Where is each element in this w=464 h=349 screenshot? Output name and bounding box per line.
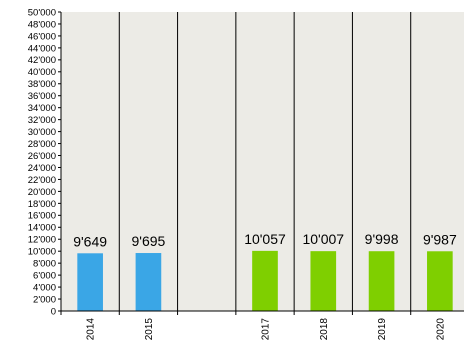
column-separators [118,12,412,311]
bar-2017 [252,250,278,311]
y-tick-label: 34'000 [28,103,56,114]
y-tick-label: 28'000 [28,139,56,150]
y-tick-label: 4'000 [33,282,56,293]
x-tick-label-2017: 2017 [261,318,272,341]
y-tick-label: 10'000 [28,247,56,258]
data-labels: 9'649 9'695 10'057 10'007 9'998 9'987 [73,231,457,249]
y-axis: 02'0004'0006'0008'00010'00012'00014'0001… [28,7,62,317]
y-tick-label: 26'000 [28,151,56,162]
y-tick-label: 50'000 [28,7,56,18]
bar-2018 [310,251,337,311]
y-tick-label: 20'000 [28,187,56,198]
bar-2019 [368,251,395,311]
data-label-2020: 9'987 [423,231,457,247]
y-tick-label: 36'000 [28,91,56,102]
y-tick-label: 14'000 [28,223,56,234]
data-label-2015: 9'695 [132,233,166,249]
y-tick-label: 32'000 [28,115,56,126]
y-tick-label: 0 [51,306,56,317]
x-tick-label-2018: 2018 [319,318,330,341]
y-tick-label: 46'000 [28,31,56,42]
x-tick-label-2020: 2020 [435,318,446,341]
bar-2014 [77,253,103,311]
x-tick-label-2014: 2014 [86,318,97,341]
bar-2020 [427,251,453,311]
x-tick-label-2019: 2019 [377,318,388,341]
y-tick-label: 16'000 [28,211,56,222]
y-tick-label: 6'000 [33,271,56,282]
data-label-2017: 10'057 [244,231,286,247]
y-tick-label: 40'000 [28,67,56,78]
data-label-2014: 9'649 [73,233,107,249]
y-tick-label: 2'000 [33,294,56,305]
data-label-2019: 9'998 [365,231,399,247]
y-tick-label: 30'000 [28,127,56,138]
y-tick-label: 38'000 [28,79,56,90]
y-tick-label: 12'000 [28,235,56,246]
data-label-2018: 10'007 [302,231,344,247]
y-tick-label: 44'000 [28,43,56,54]
y-tick-label: 42'000 [28,55,56,66]
bar-2015 [135,253,162,311]
bars [77,250,453,311]
y-tick-label: 22'000 [28,175,56,186]
y-tick-label: 8'000 [33,259,56,270]
x-tick-label-2015: 2015 [144,318,155,341]
y-tick-label: 24'000 [28,163,56,174]
y-tick-label: 18'000 [28,199,56,210]
x-axis: 2014 2015 2017 2018 2019 2020 [60,310,464,341]
y-tick-label: 48'000 [28,19,56,30]
